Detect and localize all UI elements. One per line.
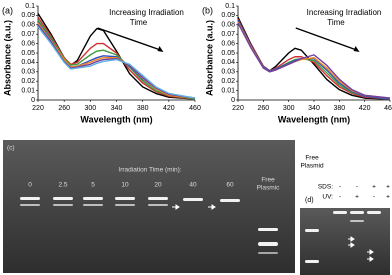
x-tick-label: 220 [232, 105, 244, 112]
condition: - [339, 184, 341, 191]
axes [237, 6, 390, 101]
condition: + [386, 184, 390, 191]
y-tick-label: 0.03 [221, 69, 235, 76]
y-tick-label: 0.08 [21, 22, 35, 29]
y-tick-label: 0.05 [21, 50, 35, 57]
gel-d-image [300, 208, 390, 275]
y-tick-label: 0.1 [225, 3, 235, 10]
y-tick-label: 0.06 [221, 40, 235, 47]
data-line [37, 19, 196, 100]
x-tick-label: 420 [163, 105, 175, 112]
x-tick-label: 460 [189, 105, 201, 112]
annotation-arrow [295, 27, 357, 51]
x-tick-label: 460 [384, 105, 392, 112]
data-line [237, 22, 391, 99]
y-tick-label: 0.02 [221, 78, 235, 85]
y-axis-label: Absorbance (a.u.) [204, 20, 214, 96]
panel-label: (d) [305, 197, 314, 204]
lane-label: 60 [226, 182, 234, 189]
row-label: UV: [322, 194, 333, 201]
y-tick-label: 0 [231, 97, 235, 104]
lane-label: 0 [28, 182, 32, 189]
lane-label: 10 [121, 182, 129, 189]
y-tick-label: 0.08 [221, 22, 235, 29]
y-tick-label: 0.01 [21, 87, 35, 94]
y-axis-label: Absorbance (a.u.) [2, 20, 12, 96]
annotation-arrowhead [353, 46, 360, 52]
x-tick-label: 340 [111, 105, 123, 112]
x-tick-label: 300 [283, 105, 295, 112]
lane-label: 5 [91, 182, 95, 189]
y-tick-label: 0.07 [21, 31, 35, 38]
condition: - [339, 194, 341, 201]
annotation-arrow [97, 27, 161, 51]
lane-label: 40 [189, 182, 197, 189]
annotation-arrowhead [157, 46, 164, 52]
condition: + [355, 194, 359, 201]
y-tick-label: 0.04 [21, 59, 35, 66]
y-tick-label: 0.06 [21, 40, 35, 47]
data-line [237, 20, 391, 100]
gel-c-image [3, 140, 295, 273]
x-tick-label: 260 [257, 105, 269, 112]
data-line [37, 26, 196, 99]
data-line [237, 19, 391, 100]
condition: + [386, 194, 390, 201]
condition: - [356, 184, 358, 191]
y-tick-label: 0 [31, 97, 35, 104]
condition: + [372, 184, 376, 191]
gel-d-arrows [348, 236, 374, 262]
y-tick-label: 0.03 [21, 69, 35, 76]
annotation: Increasing Irradiation [307, 8, 382, 17]
x-tick-label: 340 [308, 105, 320, 112]
annotation: Time [130, 18, 148, 27]
x-tick-label: 260 [58, 105, 70, 112]
y-tick-label: 0.1 [25, 3, 35, 10]
x-tick-label: 220 [32, 105, 44, 112]
data-line [37, 22, 196, 99]
panel-label: (c) [7, 145, 15, 152]
annotation: Increasing Irradiation [109, 8, 184, 17]
x-tick-label: 300 [84, 105, 96, 112]
y-tick-label: 0.04 [221, 59, 235, 66]
gel-c-lanes: 0 2.5 5 10 20 40 60 [28, 182, 234, 189]
x-tick-label: 380 [333, 105, 345, 112]
y-tick-label: 0.07 [221, 31, 235, 38]
panel-label: (b) [202, 5, 213, 15]
gel-c-bands [20, 197, 278, 254]
gel-d-bands [305, 211, 381, 263]
lane-label: 20 [154, 182, 162, 189]
lane-label: Free [261, 177, 275, 184]
gel-c-arrows [172, 204, 216, 210]
gel-d-labels: SDS: - - + +UV: - + - + [318, 184, 390, 201]
condition: - [373, 194, 375, 201]
y-tick-label: 0.02 [21, 78, 35, 85]
lane-label: 2.5 [58, 182, 67, 189]
row-label: SDS: [318, 184, 333, 191]
y-tick-label: 0.01 [221, 87, 235, 94]
x-tick-label: 380 [137, 105, 149, 112]
x-axis-label: Wavelength (nm) [80, 114, 152, 124]
annotation: Time [327, 18, 345, 27]
axes [37, 6, 195, 101]
y-tick-label: 0.09 [21, 12, 35, 19]
lane-label: Plasmid [300, 163, 324, 170]
y-tick-label: 0.09 [221, 12, 235, 19]
x-axis-label: Wavelength (nm) [278, 114, 350, 124]
x-tick-label: 420 [359, 105, 371, 112]
data-line [37, 24, 196, 99]
lane-label: Plasmic [257, 185, 281, 192]
panel-label: (a) [2, 5, 13, 15]
gel-title: Irradiation Time (min): [118, 167, 181, 174]
lane-label: Free [305, 155, 319, 162]
y-tick-label: 0.05 [221, 50, 235, 57]
